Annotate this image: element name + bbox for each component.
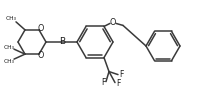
Text: O: O xyxy=(38,51,44,60)
Text: F: F xyxy=(116,79,120,88)
Text: CH₃: CH₃ xyxy=(4,45,14,50)
Text: F: F xyxy=(119,70,123,79)
Text: O: O xyxy=(38,24,44,33)
Text: F: F xyxy=(101,78,105,87)
Text: CH₃: CH₃ xyxy=(4,59,14,64)
Text: O: O xyxy=(110,18,116,27)
Text: CH₃: CH₃ xyxy=(6,16,16,21)
Text: B: B xyxy=(59,38,66,46)
